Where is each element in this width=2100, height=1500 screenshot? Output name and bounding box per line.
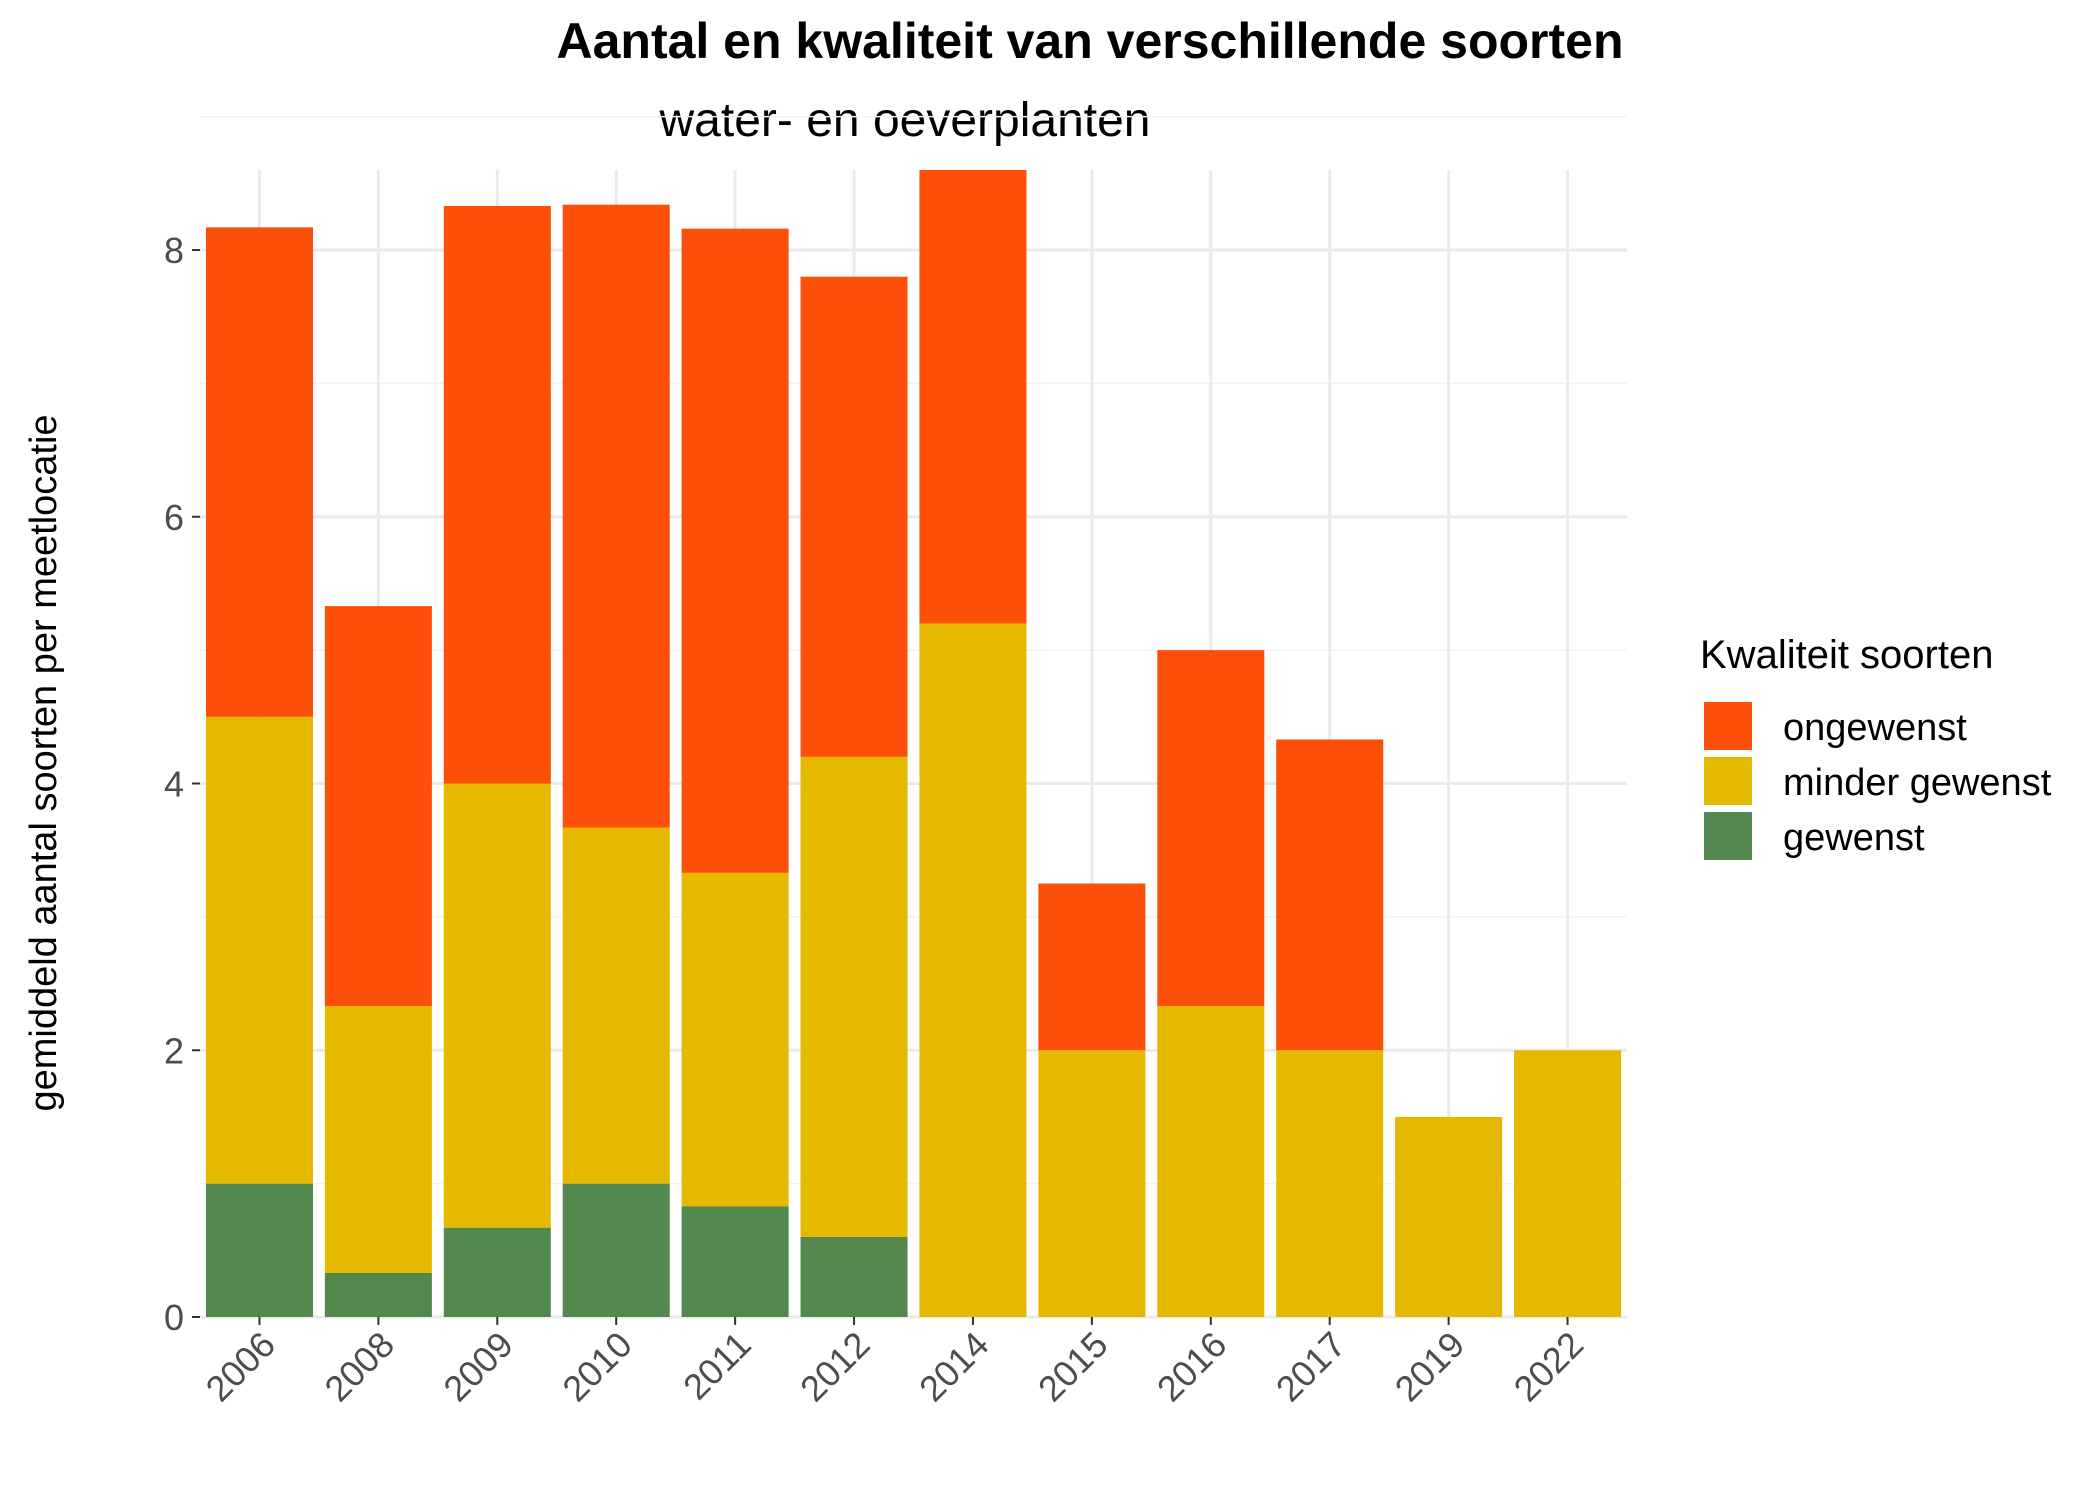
- x-tick-label: 2016: [1149, 1324, 1235, 1410]
- bar-2015-ongewenst: [1038, 883, 1146, 1051]
- bar-2006-minder-gewenst: [205, 716, 313, 1184]
- y-tick-label: 0: [164, 1297, 184, 1338]
- legend-title: Kwaliteit soorten: [1700, 633, 1993, 677]
- bar-2009-minder-gewenst: [443, 783, 551, 1228]
- bar-2019-minder-gewenst: [1395, 1116, 1503, 1317]
- bar-2012-ongewenst: [800, 276, 908, 757]
- bars: [205, 170, 1622, 1317]
- y-tick-label: 4: [164, 764, 184, 805]
- bar-2017-ongewenst: [1276, 739, 1384, 1051]
- legend: Kwaliteit soorten ongewenst minder gewens…: [1700, 633, 2052, 860]
- chart-subtitle: water- en oeverplanten: [659, 94, 1151, 147]
- bar-2012-minder-gewenst: [800, 756, 908, 1237]
- x-tick-label: 2009: [435, 1324, 521, 1410]
- legend-swatch-gewenst: [1704, 812, 1752, 860]
- x-tick-label: 2012: [792, 1324, 878, 1410]
- legend-swatch-minder-gewenst: [1704, 757, 1752, 805]
- y-tick-label: 6: [164, 497, 184, 538]
- x-tick-label: 2006: [197, 1324, 283, 1410]
- bar-2016-minder-gewenst: [1157, 1006, 1265, 1317]
- x-tick-label: 2011: [675, 1324, 759, 1408]
- legend-label-gewenst: gewenst: [1783, 817, 1925, 859]
- bar-2017-minder-gewenst: [1276, 1050, 1384, 1317]
- bar-2015-minder-gewenst: [1038, 1050, 1146, 1317]
- axis-ticks: [192, 249, 1569, 1325]
- bar-2016-ongewenst: [1157, 650, 1265, 1007]
- bar-2011-minder-gewenst: [681, 872, 789, 1207]
- bar-2008-gewenst: [324, 1272, 432, 1317]
- bar-2010-ongewenst: [562, 204, 670, 828]
- bar-2011-gewenst: [681, 1206, 789, 1317]
- bar-2008-minder-gewenst: [324, 1006, 432, 1273]
- chart-title: Aantal en kwaliteit van verschillende so…: [556, 13, 1623, 69]
- bar-2012-gewenst: [800, 1236, 908, 1317]
- x-tick-label: 2015: [1030, 1324, 1116, 1410]
- bar-2009-gewenst: [443, 1227, 551, 1317]
- x-tick-label: 2019: [1387, 1324, 1473, 1410]
- x-tick-label: 2017: [1268, 1324, 1354, 1410]
- y-tick-label: 2: [164, 1030, 184, 1071]
- x-tick-label: 2010: [554, 1324, 640, 1410]
- bar-2014-ongewenst: [919, 170, 1027, 624]
- y-tick-label: 8: [164, 230, 184, 271]
- legend-label-ongewenst: ongewenst: [1783, 707, 1967, 749]
- x-tick-label: 2008: [316, 1324, 402, 1410]
- y-axis-tick-labels: 0 2 4 6 8: [164, 230, 184, 1338]
- y-axis-title: gemiddeld aantal soorten per meetlocatie: [23, 414, 65, 1111]
- bar-2008-ongewenst: [324, 606, 432, 1007]
- x-axis-tick-labels: 2006 2008 2009 2010 2011 2012 2014 2015 2016 2017…: [197, 1324, 1591, 1410]
- bar-2010-minder-gewenst: [562, 827, 670, 1184]
- legend-swatch-ongewenst: [1704, 702, 1752, 750]
- x-tick-label: 2014: [911, 1324, 997, 1410]
- legend-items: ongewenst minder gewenst gewenst: [1704, 702, 2052, 860]
- legend-label-minder-gewenst: minder gewenst: [1783, 762, 2052, 804]
- bar-2014-minder-gewenst: [919, 623, 1027, 1317]
- bar-2006-gewenst: [205, 1183, 313, 1317]
- bar-2011-ongewenst: [681, 228, 789, 873]
- x-tick-label: 2022: [1506, 1324, 1592, 1410]
- bar-2010-gewenst: [562, 1183, 670, 1317]
- bar-2022-minder-gewenst: [1514, 1050, 1622, 1317]
- bar-2006-ongewenst: [205, 227, 313, 717]
- bar-2009-ongewenst: [443, 206, 551, 784]
